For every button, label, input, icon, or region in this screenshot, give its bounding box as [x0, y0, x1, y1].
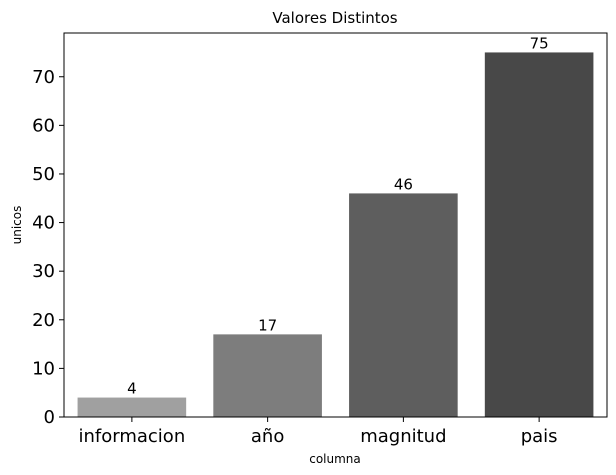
x-axis: informacion año magnitud pais	[79, 417, 558, 447]
y-tick-label: 0	[44, 407, 55, 428]
bar-value-label: 75	[530, 34, 549, 52]
data-labels-layer: 4 17 46 75	[127, 34, 549, 397]
y-tick-label: 50	[32, 164, 55, 185]
y-axis: 0 10 20 30 40 50 60 70	[32, 67, 64, 428]
y-tick-label: 60	[32, 115, 55, 136]
plot-frame	[63, 32, 608, 418]
bar	[349, 193, 458, 417]
y-tick-label: 20	[32, 310, 55, 331]
y-tick-label: 70	[32, 67, 55, 88]
bar-value-label: 46	[394, 175, 413, 193]
y-tick-label: 10	[32, 358, 55, 379]
bar-value-label: 4	[127, 380, 137, 398]
chart-title: Valores Distintos	[272, 9, 397, 27]
x-axis-label: columna	[309, 452, 361, 466]
bar-value-label: 17	[258, 316, 277, 334]
bar	[213, 334, 322, 417]
bar	[484, 52, 594, 417]
y-tick-label: 30	[32, 261, 55, 282]
y-axis-label: unicos	[10, 206, 24, 245]
x-tick-label: magnitud	[360, 426, 446, 447]
bar	[77, 397, 187, 417]
x-tick-label: informacion	[79, 426, 186, 447]
x-tick-label: año	[251, 426, 284, 447]
y-tick-label: 40	[32, 213, 55, 234]
x-tick-label: pais	[521, 426, 558, 447]
bars-layer	[77, 52, 594, 417]
